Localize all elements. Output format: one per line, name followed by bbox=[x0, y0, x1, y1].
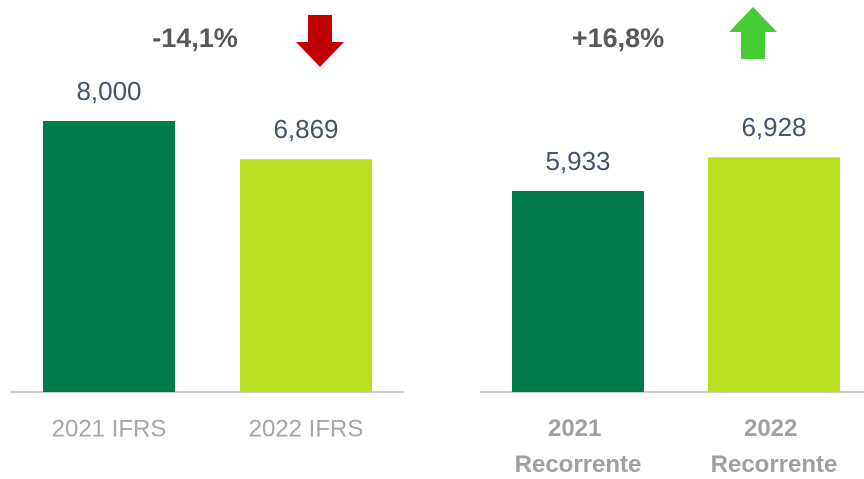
x-tick-label: 2022 Recorrente bbox=[711, 415, 838, 478]
x-tick-label-line: 2021 bbox=[548, 415, 608, 442]
bar bbox=[708, 157, 840, 392]
value-label: 5,933 bbox=[545, 146, 610, 176]
x-tick-label: 2022 IFRS bbox=[249, 415, 364, 442]
bar bbox=[512, 191, 644, 392]
annotation: +16,8% bbox=[572, 23, 664, 53]
x-tick-label-line: Recorrente bbox=[515, 451, 642, 478]
bar bbox=[240, 159, 372, 392]
x-tick-label-line: 2022 bbox=[744, 415, 804, 442]
trend-arrow bbox=[296, 15, 344, 67]
trend-arrow bbox=[729, 7, 777, 59]
x-tick-label: 2021 IFRS bbox=[52, 415, 167, 442]
x-tick-label-line: Recorrente bbox=[711, 451, 838, 478]
value-label: 6,928 bbox=[741, 112, 806, 142]
value-label: 8,000 bbox=[76, 76, 141, 106]
x-tick-label: 2021 Recorrente bbox=[515, 415, 642, 478]
value-label: 6,869 bbox=[273, 114, 338, 144]
bar bbox=[43, 121, 175, 392]
annotation: -14,1% bbox=[152, 23, 238, 53]
